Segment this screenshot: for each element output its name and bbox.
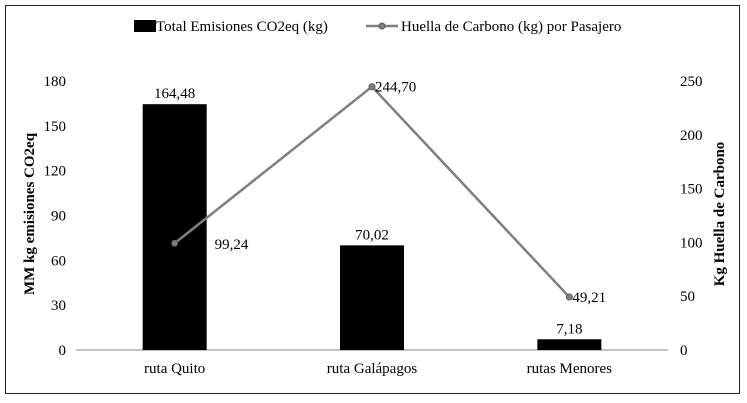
line-data-labels: 99,24 244,70 49,21 (215, 80, 606, 306)
y-right-tick-label: 150 (680, 182, 703, 198)
y-axis-left-title: MM kg emisiones CO2eq (22, 132, 38, 295)
y-right-tick-label: 0 (680, 343, 688, 359)
bar-value-label: 7,18 (556, 321, 582, 337)
legend-label-line: Huella de Carbono (kg) por Pasajero (401, 19, 621, 35)
x-category-label: ruta Quito (144, 361, 205, 377)
y-right-tick-label: 250 (680, 74, 703, 90)
y-right-tick-label: 100 (680, 235, 703, 251)
line-point (565, 293, 573, 301)
x-category-label: rutas Menores (527, 361, 613, 377)
y-left-tick-label: 60 (51, 253, 66, 269)
x-category-label: ruta Galápagos (327, 361, 418, 377)
bar (537, 339, 602, 350)
y-left-tick-label: 120 (44, 164, 67, 180)
line-value-label: 244,70 (375, 80, 416, 96)
legend-swatch-marker (378, 22, 386, 30)
y-right-tick-label: 50 (680, 289, 695, 305)
legend: Total Emisiones CO2eq (kg) Huella de Car… (134, 19, 621, 35)
y-axis-left-ticks: 0 30 60 90 120 150 180 (44, 74, 67, 359)
bar-value-label: 164,48 (154, 86, 195, 102)
bar (142, 104, 207, 350)
line-value-label: 99,24 (215, 237, 249, 253)
y-left-tick-label: 30 (51, 298, 66, 314)
y-left-tick-label: 150 (44, 119, 67, 135)
bar-value-label: 70,02 (355, 227, 389, 243)
line-series (171, 83, 573, 301)
legend-swatch-bar (134, 20, 156, 32)
y-left-tick-label: 90 (51, 209, 66, 225)
y-left-tick-label: 180 (44, 74, 67, 90)
bar-data-labels: 164,48 70,02 7,18 (154, 86, 582, 337)
line-point (171, 239, 179, 247)
line-value-label: 49,21 (572, 290, 606, 306)
y-left-tick-label: 0 (59, 343, 67, 359)
y-axis-right-ticks: 0 50 100 150 200 250 (680, 74, 703, 359)
y-right-tick-label: 200 (680, 128, 703, 144)
legend-label-bar: Total Emisiones CO2eq (kg) (156, 19, 328, 35)
x-axis-labels: ruta Quito ruta Galápagos rutas Menores (144, 361, 612, 377)
line-point (368, 83, 376, 91)
bar (340, 245, 404, 350)
y-axis-right-title: Kg Huella de Carbono (712, 142, 728, 287)
